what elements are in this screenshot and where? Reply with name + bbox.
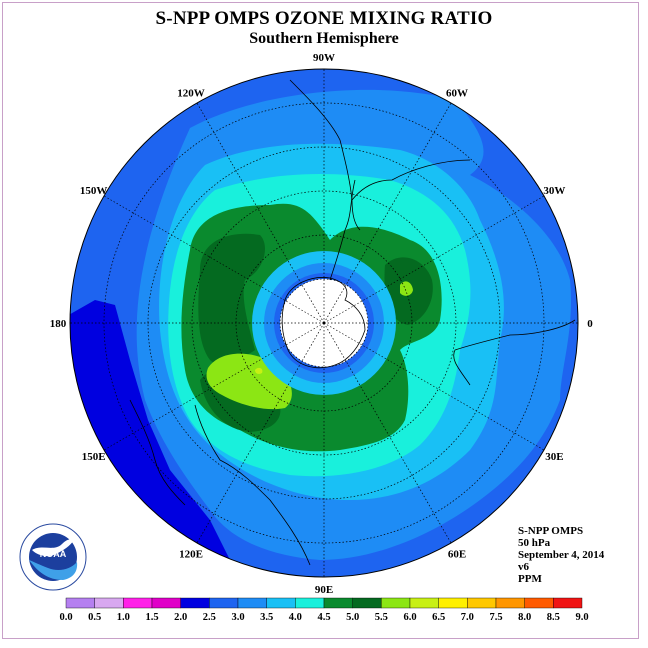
map-border (69, 68, 579, 578)
map-title: S-NPP OMPS OZONE MIXING RATIO (155, 8, 493, 29)
longitude-label: 150E (82, 451, 106, 463)
field-5-5 (255, 367, 263, 374)
south-pole-marker (322, 321, 326, 325)
longitude-label: 60E (448, 548, 466, 560)
longitude-label: 60W (446, 88, 468, 100)
field-1-5 (70, 300, 230, 577)
longitude-label: 120E (179, 548, 203, 560)
map-subtitle: Southern Hemisphere (249, 30, 399, 47)
meridian-line (196, 102, 325, 324)
info-date: September 4, 2014 (518, 549, 605, 561)
longitude-label: 120W (177, 88, 205, 100)
longitude-labels: 90W 60W 30W 0 30E 60E 90E 120E 150E 180 150W 120W (50, 52, 594, 596)
longitude-label: 0 (587, 318, 593, 330)
page-frame (2, 2, 639, 639)
longitude-label: 90W (313, 52, 335, 64)
coastlines (129, 79, 576, 566)
field-4-5-a (198, 233, 265, 365)
meridian-line (196, 322, 325, 544)
info-version: v6 (518, 561, 529, 573)
noaa-logo: NOAA (19, 523, 87, 591)
longitude-label: 150W (80, 185, 108, 197)
meridian-line (323, 322, 545, 451)
info-level: 50 hPa (518, 537, 551, 549)
meridian-line (103, 322, 325, 451)
map-info-block: S-NPP OMPS 50 hPa September 4, 2014 v6 P… (518, 525, 604, 585)
noaa-logo-text: NOAA (40, 549, 67, 559)
longitude-label: 90E (315, 584, 333, 596)
longitude-label: 30E (545, 451, 563, 463)
meridian-line (323, 195, 545, 324)
graticule (70, 69, 578, 577)
info-instrument: S-NPP OMPS (518, 525, 584, 537)
meridian-line (103, 195, 325, 324)
info-units: PPM (518, 573, 542, 585)
ozone-field (70, 69, 578, 577)
longitude-label: 180 (50, 318, 67, 330)
longitude-label: 30W (543, 185, 565, 197)
field-5-0-b (400, 281, 413, 296)
